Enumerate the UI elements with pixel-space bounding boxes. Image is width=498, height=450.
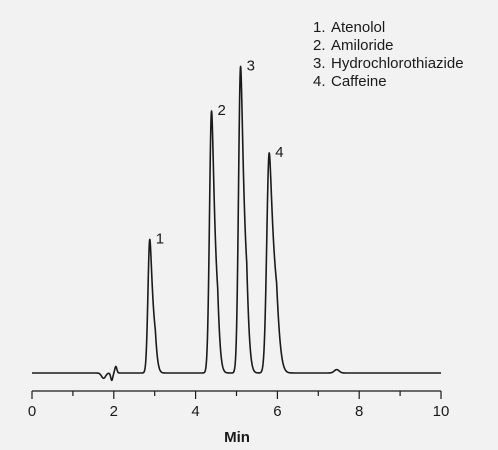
legend-item: 4. Caffeine [313, 73, 387, 90]
legend-number: 3. [313, 55, 326, 72]
x-tick-label: 6 [273, 403, 281, 420]
peak-label: 2 [218, 102, 226, 119]
peak-labels: 1 2 3 4 [156, 57, 284, 247]
chromatogram-trace [31, 65, 442, 382]
x-tick-label: 0 [28, 403, 36, 420]
x-axis-title: Min [224, 429, 250, 446]
legend-number: 1. [313, 19, 326, 36]
legend-name: Amiloride [331, 37, 394, 54]
legend-item: 2. Amiloride [313, 37, 394, 54]
legend-name: Hydrochlorothiazide [331, 55, 464, 72]
legend-number: 4. [313, 73, 326, 90]
legend-item: 3. Hydrochlorothiazide [313, 55, 464, 72]
legend: 1. Atenolol 2. Amiloride 3. Hydrochlorothiazi… [313, 19, 464, 90]
x-tick-label: 10 [433, 403, 450, 420]
legend-item: 1. Atenolol [313, 19, 385, 36]
trace-group [31, 65, 442, 382]
x-tick-label: 4 [191, 403, 199, 420]
legend-name: Caffeine [331, 73, 387, 90]
peak-label: 3 [247, 57, 255, 74]
legend-name: Atenolol [331, 19, 385, 36]
x-axis: 0 2 4 6 8 10 [28, 390, 450, 420]
x-tick-label: 8 [355, 403, 363, 420]
peak-label: 1 [156, 230, 164, 247]
peak-label: 4 [275, 144, 283, 161]
legend-number: 2. [313, 37, 326, 54]
x-tick-label: 2 [110, 403, 118, 420]
